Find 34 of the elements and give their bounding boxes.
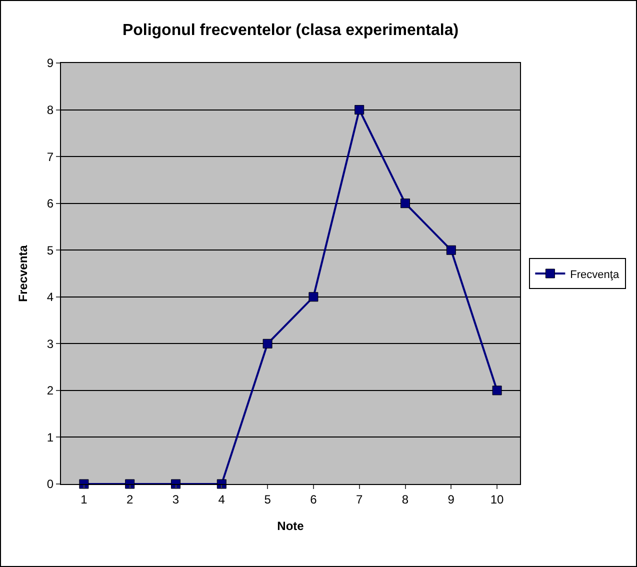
y-tick-label: 7	[46, 150, 54, 164]
chart-title: Poligonul frecventelor (clasa experimentala)	[122, 22, 459, 39]
point	[262, 338, 272, 348]
y-tick-label: 3	[46, 336, 54, 351]
y-tick-label: 0	[46, 477, 54, 492]
x-tick-label: 8	[402, 492, 409, 506]
x-tick-label: 4	[218, 492, 226, 506]
legend-label: Frecvenţa	[570, 268, 620, 281]
y-tick-label: 9	[46, 56, 54, 70]
x-tick-label: 3	[172, 492, 180, 506]
x-tick-label: 10	[490, 492, 504, 506]
point	[446, 245, 456, 255]
y-tick-label: 6	[46, 196, 54, 211]
y-tick-label: 5	[46, 243, 54, 258]
point	[400, 198, 410, 208]
y-axis-title: Frecventa	[16, 244, 30, 302]
x-tick-label: 1	[80, 492, 88, 506]
y-tick-label: 2	[46, 384, 54, 398]
x-tick-label: 6	[310, 492, 318, 506]
point	[216, 479, 226, 489]
x-axis-title: Note	[277, 519, 304, 533]
x-tick-label: 9	[448, 492, 455, 506]
point	[171, 479, 180, 489]
point	[308, 292, 318, 302]
y-tick-label: 1	[46, 430, 54, 444]
point	[354, 105, 364, 115]
point	[79, 479, 89, 489]
x-tick-label: 2	[126, 492, 134, 506]
y-tick-label: 8	[46, 102, 54, 117]
point	[125, 479, 135, 489]
y-tick-label: 4	[46, 290, 54, 304]
x-tick-label: 5	[264, 492, 272, 506]
point	[492, 386, 502, 396]
x-tick-label: 7	[356, 492, 364, 506]
